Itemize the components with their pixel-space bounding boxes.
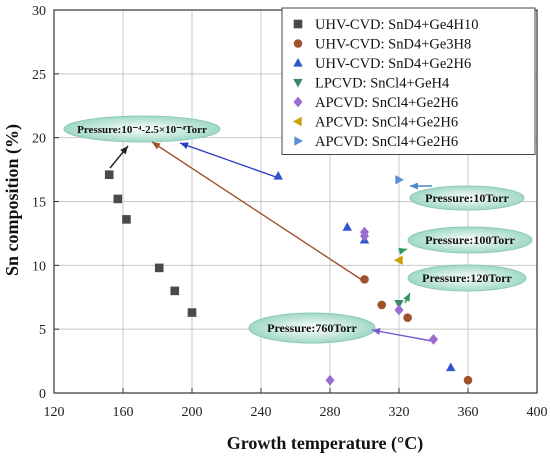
legend-marker bbox=[293, 19, 303, 29]
x-tick-label: 200 bbox=[182, 405, 203, 420]
legend-marker bbox=[293, 78, 303, 88]
x-tick-label: 160 bbox=[113, 405, 134, 420]
x-tick-label: 320 bbox=[389, 405, 410, 420]
axis-ticks: 120 160 200 240 280 320 360 400 0 5 10 15 20 25 30 bbox=[32, 4, 548, 420]
data-point-series-3 bbox=[342, 222, 352, 231]
data-marks bbox=[104, 170, 473, 386]
x-tick-label: 120 bbox=[44, 405, 65, 420]
data-point-series-1 bbox=[187, 308, 197, 317]
legend-marker bbox=[293, 116, 302, 127]
annotation-label: Pressure:760Torr bbox=[267, 321, 357, 335]
data-point-series-1 bbox=[104, 170, 114, 179]
annotation-label: Pressure:10Torr bbox=[425, 191, 509, 205]
legend-marker bbox=[293, 39, 303, 48]
data-point-series-6 bbox=[394, 255, 403, 265]
data-point-series-5 bbox=[428, 334, 439, 345]
data-point-series-5 bbox=[325, 374, 335, 386]
y-tick-label: 5 bbox=[39, 323, 46, 338]
y-tick-label: 25 bbox=[32, 68, 46, 83]
legend-entry-label: APCVD: SnCl4+Ge2H6 bbox=[315, 134, 458, 150]
annotation-bubble bbox=[409, 185, 525, 211]
annotation-arrow-head bbox=[152, 142, 161, 150]
data-point-series-2 bbox=[403, 313, 412, 322]
x-axis-label: Growth temperature (°C) bbox=[227, 433, 423, 454]
annotation-bubble bbox=[407, 226, 533, 254]
annotation-label: Pressure:100Torr bbox=[425, 233, 515, 247]
data-point-series-5 bbox=[359, 230, 370, 242]
annotation-arrow-head bbox=[372, 328, 381, 335]
data-point-series-4 bbox=[394, 299, 404, 309]
data-point-series-1 bbox=[113, 194, 123, 204]
annotation-arrow bbox=[179, 142, 277, 178]
legend-entry-label: UHV-CVD: SnD4+Ge3H8 bbox=[315, 37, 471, 53]
legend-entry-label: LPCVD: SnCl4+GeH4 bbox=[315, 76, 450, 92]
data-point-series-1 bbox=[122, 215, 131, 224]
legend-marker bbox=[293, 96, 303, 108]
legend: UHV-CVD: SnD4+Ge4H10 UHV-CVD: SnD4+Ge3H8 U… bbox=[281, 7, 536, 155]
y-tick-label: 10 bbox=[32, 259, 46, 274]
y-axis-label: Sn composition (%) bbox=[2, 124, 23, 276]
annotation-bubble bbox=[248, 312, 376, 344]
legend-entry-label: UHV-CVD: SnD4+Ge2H6 bbox=[315, 56, 471, 72]
legend-marker bbox=[294, 136, 303, 146]
x-tick-label: 240 bbox=[251, 405, 272, 420]
data-point-series-3 bbox=[446, 362, 456, 372]
annotation-label: Pressure:10⁻⁴-2.5×10⁻⁴Torr bbox=[77, 124, 207, 136]
data-point-series-7 bbox=[395, 175, 404, 185]
annotation-label: Pressure:120Torr bbox=[422, 271, 512, 285]
legend-box bbox=[281, 7, 536, 155]
x-tick-label: 360 bbox=[458, 405, 479, 420]
annotation-arrow bbox=[151, 141, 363, 281]
y-tick-label: 0 bbox=[39, 387, 46, 402]
annotation-arrow-head bbox=[410, 182, 418, 190]
y-tick-label: 20 bbox=[32, 132, 46, 147]
data-point-series-2 bbox=[360, 275, 369, 284]
data-point-series-5 bbox=[394, 304, 404, 316]
data-point-series-2 bbox=[377, 300, 387, 310]
annotation-layer: Pressure:10⁻⁴-2.5×10⁻⁴Torr Pressure:10Tor… bbox=[63, 115, 533, 344]
data-point-series-1 bbox=[170, 286, 180, 296]
data-point-series-1 bbox=[154, 263, 164, 273]
annotation-arrow-head bbox=[120, 146, 128, 155]
data-point-series-2 bbox=[463, 375, 473, 385]
annotation-arrow bbox=[371, 329, 433, 342]
data-point-series-3 bbox=[273, 171, 283, 180]
annotation-bubble bbox=[63, 115, 221, 143]
annotation-arrow-head bbox=[398, 247, 407, 255]
annotation-arrow-head bbox=[403, 293, 410, 302]
x-tick-label: 400 bbox=[527, 405, 548, 420]
legend-entry-label: APCVD: SnCl4+Ge2H6 bbox=[315, 115, 458, 131]
annotation-bubble bbox=[407, 264, 527, 292]
legend-marker bbox=[293, 58, 303, 67]
y-tick-label: 15 bbox=[32, 196, 46, 211]
legend-entry-label: APCVD: SnCl4+Ge2H6 bbox=[315, 95, 458, 111]
annotation-arrow-head bbox=[180, 142, 189, 149]
y-tick-label: 30 bbox=[32, 4, 46, 19]
x-tick-label: 280 bbox=[320, 405, 341, 420]
legend-entry-label: UHV-CVD: SnD4+Ge4H10 bbox=[315, 17, 479, 33]
